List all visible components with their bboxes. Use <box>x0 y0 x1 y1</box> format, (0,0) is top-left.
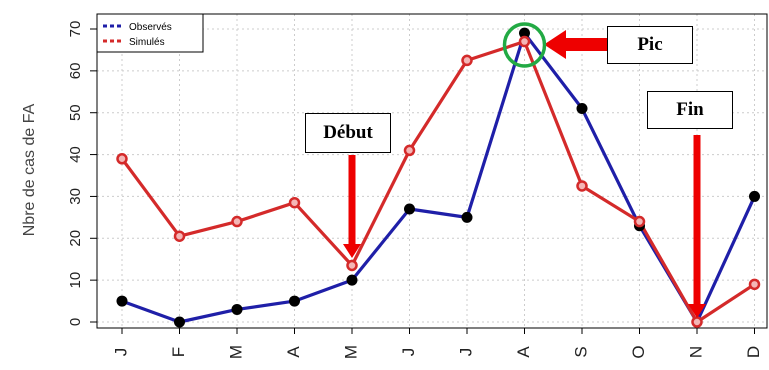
data-point-simules <box>116 153 128 165</box>
x-tick-label: O <box>629 345 648 358</box>
legend-label-simules: Simulés <box>129 37 165 48</box>
y-axis: 0 10 20 30 40 50 60 70 <box>67 21 97 326</box>
x-tick-label: J <box>399 348 418 357</box>
x-tick-label: D <box>744 346 763 358</box>
data-point-simules <box>231 215 243 228</box>
y-tick-label: 40 <box>67 146 84 163</box>
arrow-shaft <box>693 135 701 306</box>
annotation-pic: Pic <box>607 26 693 64</box>
series-line-simules <box>120 39 756 324</box>
x-tick-label: F <box>169 347 188 357</box>
arrow-pic <box>544 30 607 59</box>
y-tick-label: 60 <box>67 63 84 80</box>
data-point-simules <box>691 316 703 328</box>
arrow-debut <box>343 155 361 258</box>
arrow-head <box>688 304 706 318</box>
data-point-observes <box>404 203 415 215</box>
plot-frame <box>96 13 768 329</box>
data-point-simules <box>288 196 301 209</box>
series-lines <box>120 31 756 324</box>
data-point-simules <box>576 180 588 192</box>
annotation-debut: Début <box>305 113 391 153</box>
series-points <box>116 27 761 328</box>
x-tick-label: J <box>111 348 130 357</box>
arrow-head <box>544 30 566 59</box>
y-tick-label: 50 <box>67 104 84 121</box>
data-point-observes <box>231 303 243 315</box>
x-tick-label: M <box>226 345 245 359</box>
annotation-fin: Fin <box>647 91 733 129</box>
legend: Observés Simulés <box>96 13 204 53</box>
data-point-simules <box>173 230 186 242</box>
legend-box <box>96 13 204 53</box>
data-point-observes <box>749 190 760 202</box>
y-tick-label: 20 <box>67 230 84 247</box>
y-tick-label: 30 <box>67 188 84 205</box>
data-point-simules <box>633 215 646 228</box>
arrow-shaft <box>348 155 356 246</box>
y-tick-label: 10 <box>67 272 84 289</box>
x-tick-label: N <box>686 346 705 358</box>
data-point-observes <box>576 103 588 115</box>
data-point-observes <box>174 316 185 328</box>
series-line-observes <box>121 31 756 324</box>
data-point-simules <box>346 259 358 272</box>
y-tick-label: 0 <box>67 318 84 326</box>
x-tick-label: S <box>571 346 590 357</box>
x-tick-label: J <box>456 348 475 357</box>
data-point-simules <box>461 54 473 67</box>
legend-label-observes: Observés <box>129 22 172 33</box>
data-point-observes <box>289 295 300 307</box>
annotations <box>343 22 706 318</box>
y-tick-label: 70 <box>67 21 84 38</box>
data-point-observes <box>346 274 358 286</box>
data-point-simules <box>403 144 416 157</box>
data-point-simules <box>748 278 761 291</box>
data-point-observes <box>461 211 473 223</box>
data-point-observes <box>116 295 128 307</box>
arrow-head <box>343 244 361 258</box>
x-tick-label: A <box>284 346 303 358</box>
data-point-observes <box>519 27 530 39</box>
x-tick-label: M <box>341 345 360 359</box>
data-point-simules <box>518 35 531 48</box>
x-tick-label: A <box>514 346 533 358</box>
arrow-shaft <box>563 38 607 51</box>
arrow-fin <box>688 135 706 318</box>
peak-highlight-circle <box>502 22 547 68</box>
y-axis-label: Nbre de cas de FA <box>21 103 38 236</box>
